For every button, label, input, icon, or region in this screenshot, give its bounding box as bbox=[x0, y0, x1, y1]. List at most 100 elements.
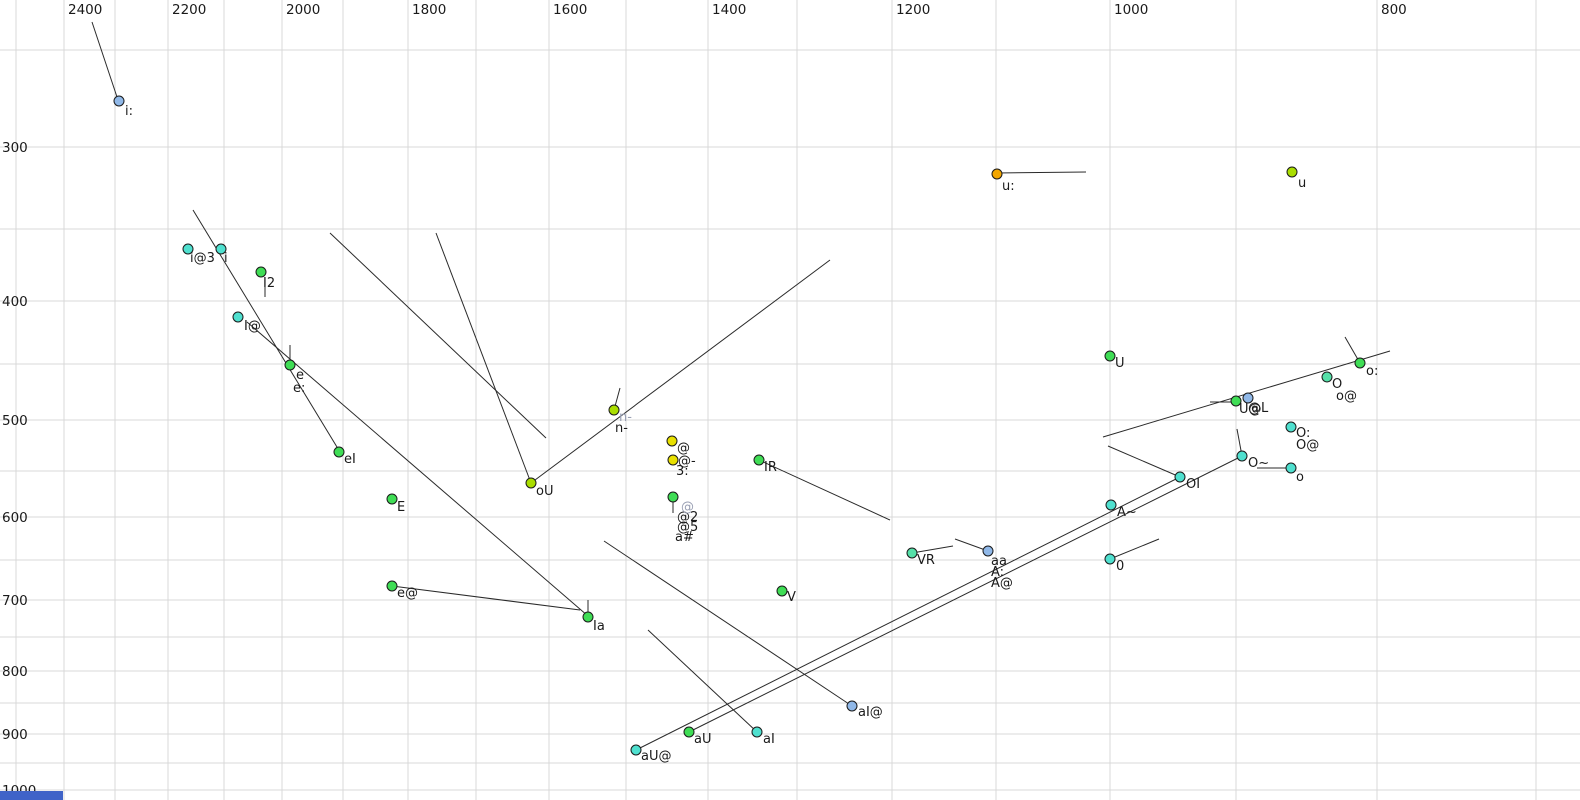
point-label-O~: O~ bbox=[1248, 456, 1269, 471]
data-point-O bbox=[1321, 371, 1333, 383]
data-point-O~ bbox=[1236, 450, 1248, 462]
x-axis-tick-label: 1800 bbox=[412, 2, 446, 18]
connector-line bbox=[647, 629, 758, 733]
data-point-aU@ bbox=[630, 744, 642, 756]
point-label-i@3: i@3 bbox=[190, 251, 215, 266]
point-label-e@: e@ bbox=[397, 586, 418, 601]
connector-line bbox=[1107, 445, 1181, 478]
data-point-o: bbox=[1354, 357, 1366, 369]
x-axis-tick-label: 2400 bbox=[68, 2, 102, 18]
point-label-aa: aa bbox=[991, 554, 1007, 569]
data-point-@- bbox=[667, 454, 679, 466]
extra-label-O@: O@ bbox=[1296, 438, 1319, 453]
data-point-aU bbox=[683, 726, 695, 738]
point-label-V: V bbox=[787, 590, 796, 605]
data-point-@L bbox=[1242, 392, 1254, 404]
point-label-IR: IR bbox=[764, 460, 777, 475]
data-point-V bbox=[776, 585, 788, 597]
data-point-oU bbox=[525, 477, 537, 489]
extra-label-3:: 3: bbox=[676, 464, 689, 479]
y-axis-tick-label: 700 bbox=[2, 593, 28, 609]
extra-label-a#: a# bbox=[675, 530, 694, 545]
x-axis-tick-label: 1200 bbox=[896, 2, 930, 18]
connector-line bbox=[758, 459, 891, 521]
point-label-I@: I@ bbox=[244, 319, 261, 334]
extra-label-A@: A@ bbox=[991, 576, 1013, 591]
point-label-@-: @- bbox=[678, 454, 696, 469]
point-label-u: u bbox=[1298, 176, 1306, 191]
x-axis-tick-label: 1600 bbox=[553, 2, 587, 18]
point-label-U: U bbox=[1115, 356, 1125, 371]
data-point-eI bbox=[333, 446, 345, 458]
data-point-i: bbox=[113, 95, 125, 107]
x-axis-tick-label: 800 bbox=[1381, 2, 1407, 18]
connector-line bbox=[603, 540, 853, 707]
y-axis-tick-label: 800 bbox=[2, 664, 28, 680]
y-axis-tick-label: 300 bbox=[2, 140, 28, 156]
point-label-i: i bbox=[224, 251, 228, 266]
data-point-O: bbox=[1285, 421, 1297, 433]
point-label-I2: I2 bbox=[263, 276, 275, 291]
point-label-o: o bbox=[1296, 470, 1304, 485]
extra-label-A:: A: bbox=[991, 565, 1004, 580]
connector-line bbox=[530, 259, 831, 484]
connector-line bbox=[329, 232, 547, 439]
y-axis-tick-label: 600 bbox=[2, 510, 28, 526]
data-point-0 bbox=[1104, 553, 1116, 565]
x-axis-tick-label: 1400 bbox=[712, 2, 746, 18]
extra-label-n-: n- bbox=[619, 410, 632, 425]
x-axis-tick-label: 2000 bbox=[286, 2, 320, 18]
point-label-o:: o: bbox=[1366, 364, 1378, 379]
data-point-U@ bbox=[1230, 395, 1242, 407]
extra-label-@: @ bbox=[681, 500, 694, 515]
point-label-@2: @2 bbox=[677, 510, 698, 525]
extra-label-o@: o@ bbox=[1336, 389, 1357, 404]
point-label-@: @ bbox=[677, 441, 690, 456]
point-label-Ia: Ia bbox=[593, 619, 605, 634]
point-label-oU: oU bbox=[536, 484, 553, 499]
data-point-IR bbox=[753, 454, 765, 466]
point-label-aI: aI bbox=[763, 732, 775, 747]
point-label-O:: O: bbox=[1296, 426, 1310, 441]
point-label-O: O bbox=[1332, 377, 1342, 392]
point-label-u:: u: bbox=[1002, 179, 1015, 194]
x-axis-tick-label: 1000 bbox=[1114, 2, 1148, 18]
point-label-0: 0 bbox=[1116, 559, 1124, 574]
data-point-aa bbox=[982, 545, 994, 557]
connector-line bbox=[688, 455, 1243, 733]
data-point-Ia bbox=[582, 611, 594, 623]
connector-line bbox=[911, 545, 954, 554]
data-point-i bbox=[215, 243, 227, 255]
data-point-aI@ bbox=[846, 700, 858, 712]
data-point-u: bbox=[991, 168, 1003, 180]
data-point-e@ bbox=[386, 580, 398, 592]
data-point-e bbox=[284, 359, 296, 371]
data-point-VR bbox=[906, 547, 918, 559]
connector-line bbox=[435, 232, 532, 484]
data-point-A~ bbox=[1105, 499, 1117, 511]
point-label-A~: A~ bbox=[1117, 505, 1137, 520]
x-axis-tick-label: 2200 bbox=[172, 2, 206, 18]
data-point-@ bbox=[666, 435, 678, 447]
connector-line bbox=[635, 476, 1181, 751]
data-point-@2 bbox=[667, 491, 679, 503]
point-label-E: E bbox=[397, 500, 405, 515]
data-point-I2 bbox=[255, 266, 267, 278]
point-label-VR: VR bbox=[917, 553, 935, 568]
connector-line bbox=[996, 171, 1087, 174]
y-axis-tick-label: 900 bbox=[2, 727, 28, 743]
connector-line bbox=[391, 585, 581, 611]
point-label-n-: n- bbox=[615, 421, 628, 436]
connector-line bbox=[954, 538, 989, 552]
data-point-aI bbox=[751, 726, 763, 738]
data-point-E bbox=[386, 493, 398, 505]
point-label-OI: OI bbox=[1186, 477, 1200, 492]
y-axis-tick-label: 400 bbox=[2, 294, 28, 310]
data-point-U bbox=[1104, 350, 1116, 362]
point-label-i:: i: bbox=[125, 104, 133, 119]
data-point-u bbox=[1286, 166, 1298, 178]
bottom-left-blue-strip bbox=[0, 791, 63, 800]
extra-label-@5: @5 bbox=[677, 520, 698, 535]
connector-line bbox=[1109, 538, 1160, 560]
